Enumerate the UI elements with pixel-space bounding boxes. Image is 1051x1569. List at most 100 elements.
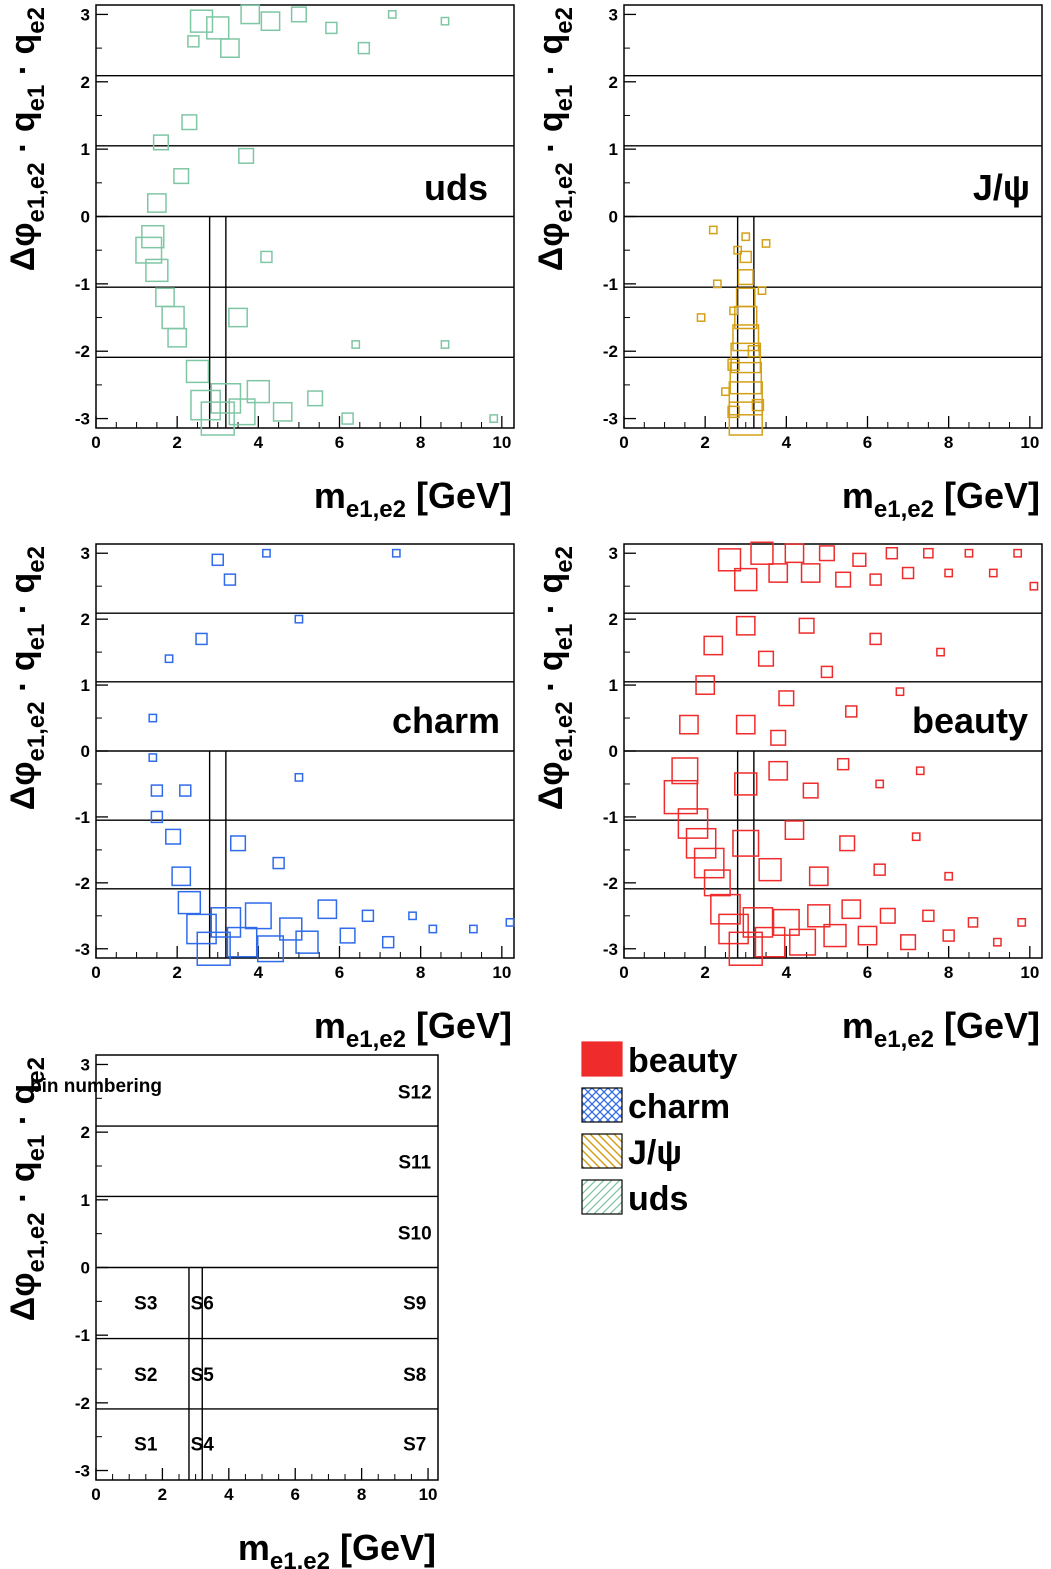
heatmap-cell: [750, 541, 774, 565]
heatmap-cell: [229, 835, 247, 852]
heatmap-cell: [922, 909, 935, 923]
heatmap-cell: [964, 548, 974, 558]
heatmap-cell: [294, 614, 304, 624]
x-tick-label: 2: [700, 433, 709, 452]
heatmap-cell: [244, 902, 272, 930]
x-tick-label: 8: [944, 433, 953, 452]
panel-3: 0 2 4 6 8 10 -3 -2 -1 0 1 2 3 me1,e2 [GeV] Δφe1,e2 · q…: [4, 543, 515, 1053]
heatmap-cell: [942, 929, 955, 942]
heatmap-cell: [732, 324, 760, 352]
y-axis-title: Δφe1,e2 · qe1 · qe2: [4, 7, 50, 271]
x-tick-label: 6: [335, 433, 344, 452]
heatmap-cell: [768, 760, 789, 781]
heatmap-cell: [226, 926, 258, 958]
y-axis-title: Δφe1,e2 · qe1 · qe2: [4, 1057, 50, 1321]
bin-label: S4: [191, 1434, 215, 1455]
heatmap-cell: [150, 784, 164, 797]
x-tick-label: 2: [172, 433, 181, 452]
x-axis-title: me1,e2 [GeV]: [238, 1527, 436, 1569]
bin-label: S5: [191, 1365, 215, 1386]
panel-5: 0 2 4 6 8 10 -3 -2 -1 0 1 2 3 me1,e2 [GeV] Δφe1,e2 · q…: [4, 1054, 439, 1569]
heatmap-cell: [361, 909, 375, 923]
bin-label: S12: [398, 1083, 432, 1104]
heatmap-cell: [733, 245, 743, 255]
y-tick-label: -3: [603, 410, 618, 429]
heatmap-cell: [1029, 581, 1039, 591]
heatmap-cell: [708, 225, 718, 235]
y-tick-label: -1: [75, 275, 90, 294]
heatmap-cell: [428, 924, 438, 934]
y-tick-label: -1: [603, 808, 618, 827]
heatmap-cell: [734, 772, 758, 796]
x-tick-label: 2: [700, 963, 709, 982]
heatmap-cell: [879, 907, 896, 924]
x-tick-label: 0: [619, 433, 628, 452]
x-tick-label: 4: [782, 963, 792, 982]
heatmap-cell: [206, 16, 230, 40]
heatmap-cell: [728, 381, 763, 416]
heatmap-cell: [923, 547, 934, 559]
heatmap-cell: [179, 784, 192, 797]
heatmap-cell: [911, 832, 921, 842]
panel-2: 0 2 4 6 8 10 -3 -2 -1 0 1 2 3 me1,e2 [GeV] Δφe1,e2 · q…: [532, 4, 1043, 523]
heatmap-cell: [800, 563, 821, 583]
y-tick-label: 2: [81, 610, 90, 629]
panel-1: 0 2 4 6 8 10 -3 -2 -1 0 1 2 3 me1,e2 [GeV] Δφe1,e2 · q…: [4, 4, 515, 523]
bin-label: S8: [403, 1365, 426, 1386]
x-tick-label: 10: [492, 433, 511, 452]
heatmap-cell: [778, 690, 795, 707]
heatmap-cell: [857, 925, 878, 946]
heatmap-cell: [754, 926, 786, 958]
panel-label: J/ψ: [973, 167, 1030, 208]
heatmap-cell: [729, 361, 763, 395]
heatmap-cell: [944, 568, 954, 578]
heatmap-cell: [992, 937, 1002, 947]
heatmap-cell: [196, 931, 231, 966]
panel-label: uds: [424, 167, 488, 208]
x-tick-label: 6: [863, 963, 872, 982]
legend-swatch-charm: [581, 1087, 623, 1123]
heatmap-cell: [741, 232, 751, 242]
heatmap-cell: [802, 782, 819, 799]
legend-label-jpsi: J/ψ: [628, 1134, 682, 1172]
y-axis-title: Δφe1,e2 · qe1 · qe2: [4, 546, 50, 810]
heatmap-cell: [440, 340, 450, 349]
y-tick-label: -1: [75, 808, 90, 827]
heatmap-cell: [728, 931, 763, 966]
heatmap-cell: [387, 10, 397, 19]
heatmap-cell: [729, 306, 738, 316]
heatmap-cell: [734, 567, 758, 592]
legend-label-beauty: beauty: [628, 1042, 738, 1080]
y-tick-label: 0: [81, 208, 90, 227]
bin-label: S1: [134, 1434, 158, 1455]
heatmap-cell: [185, 359, 210, 384]
y-tick-label: -3: [75, 940, 90, 959]
y-tick-label: -2: [75, 342, 90, 361]
heatmap-cell: [279, 917, 303, 941]
y-tick-label: -2: [75, 1394, 90, 1413]
y-tick-label: -3: [75, 410, 90, 429]
y-tick-label: 2: [81, 1123, 90, 1142]
heatmap-cell: [757, 650, 775, 667]
heatmap-cell: [728, 401, 763, 436]
y-tick-label: -3: [75, 1462, 90, 1481]
heatmap-cell: [262, 548, 271, 558]
heatmap-cell: [807, 904, 831, 928]
heatmap-cell: [823, 923, 847, 948]
heatmap-cell: [737, 269, 754, 286]
heatmap-cell: [758, 857, 782, 882]
heatmap-cell: [295, 930, 319, 954]
heatmap-cell: [841, 899, 862, 920]
heatmap-cell: [341, 412, 354, 425]
heatmap-cell: [135, 236, 163, 264]
x-tick-label: 10: [1020, 433, 1039, 452]
heatmap-cell: [712, 279, 722, 289]
heatmap-cell: [768, 563, 789, 583]
heatmap-cell: [307, 390, 324, 407]
heatmap-cell: [317, 899, 338, 920]
legend-swatch-uds: [581, 1179, 623, 1215]
heatmap-cell: [357, 41, 371, 55]
heatmap-cell: [703, 635, 724, 656]
heatmap-cell: [696, 313, 706, 322]
